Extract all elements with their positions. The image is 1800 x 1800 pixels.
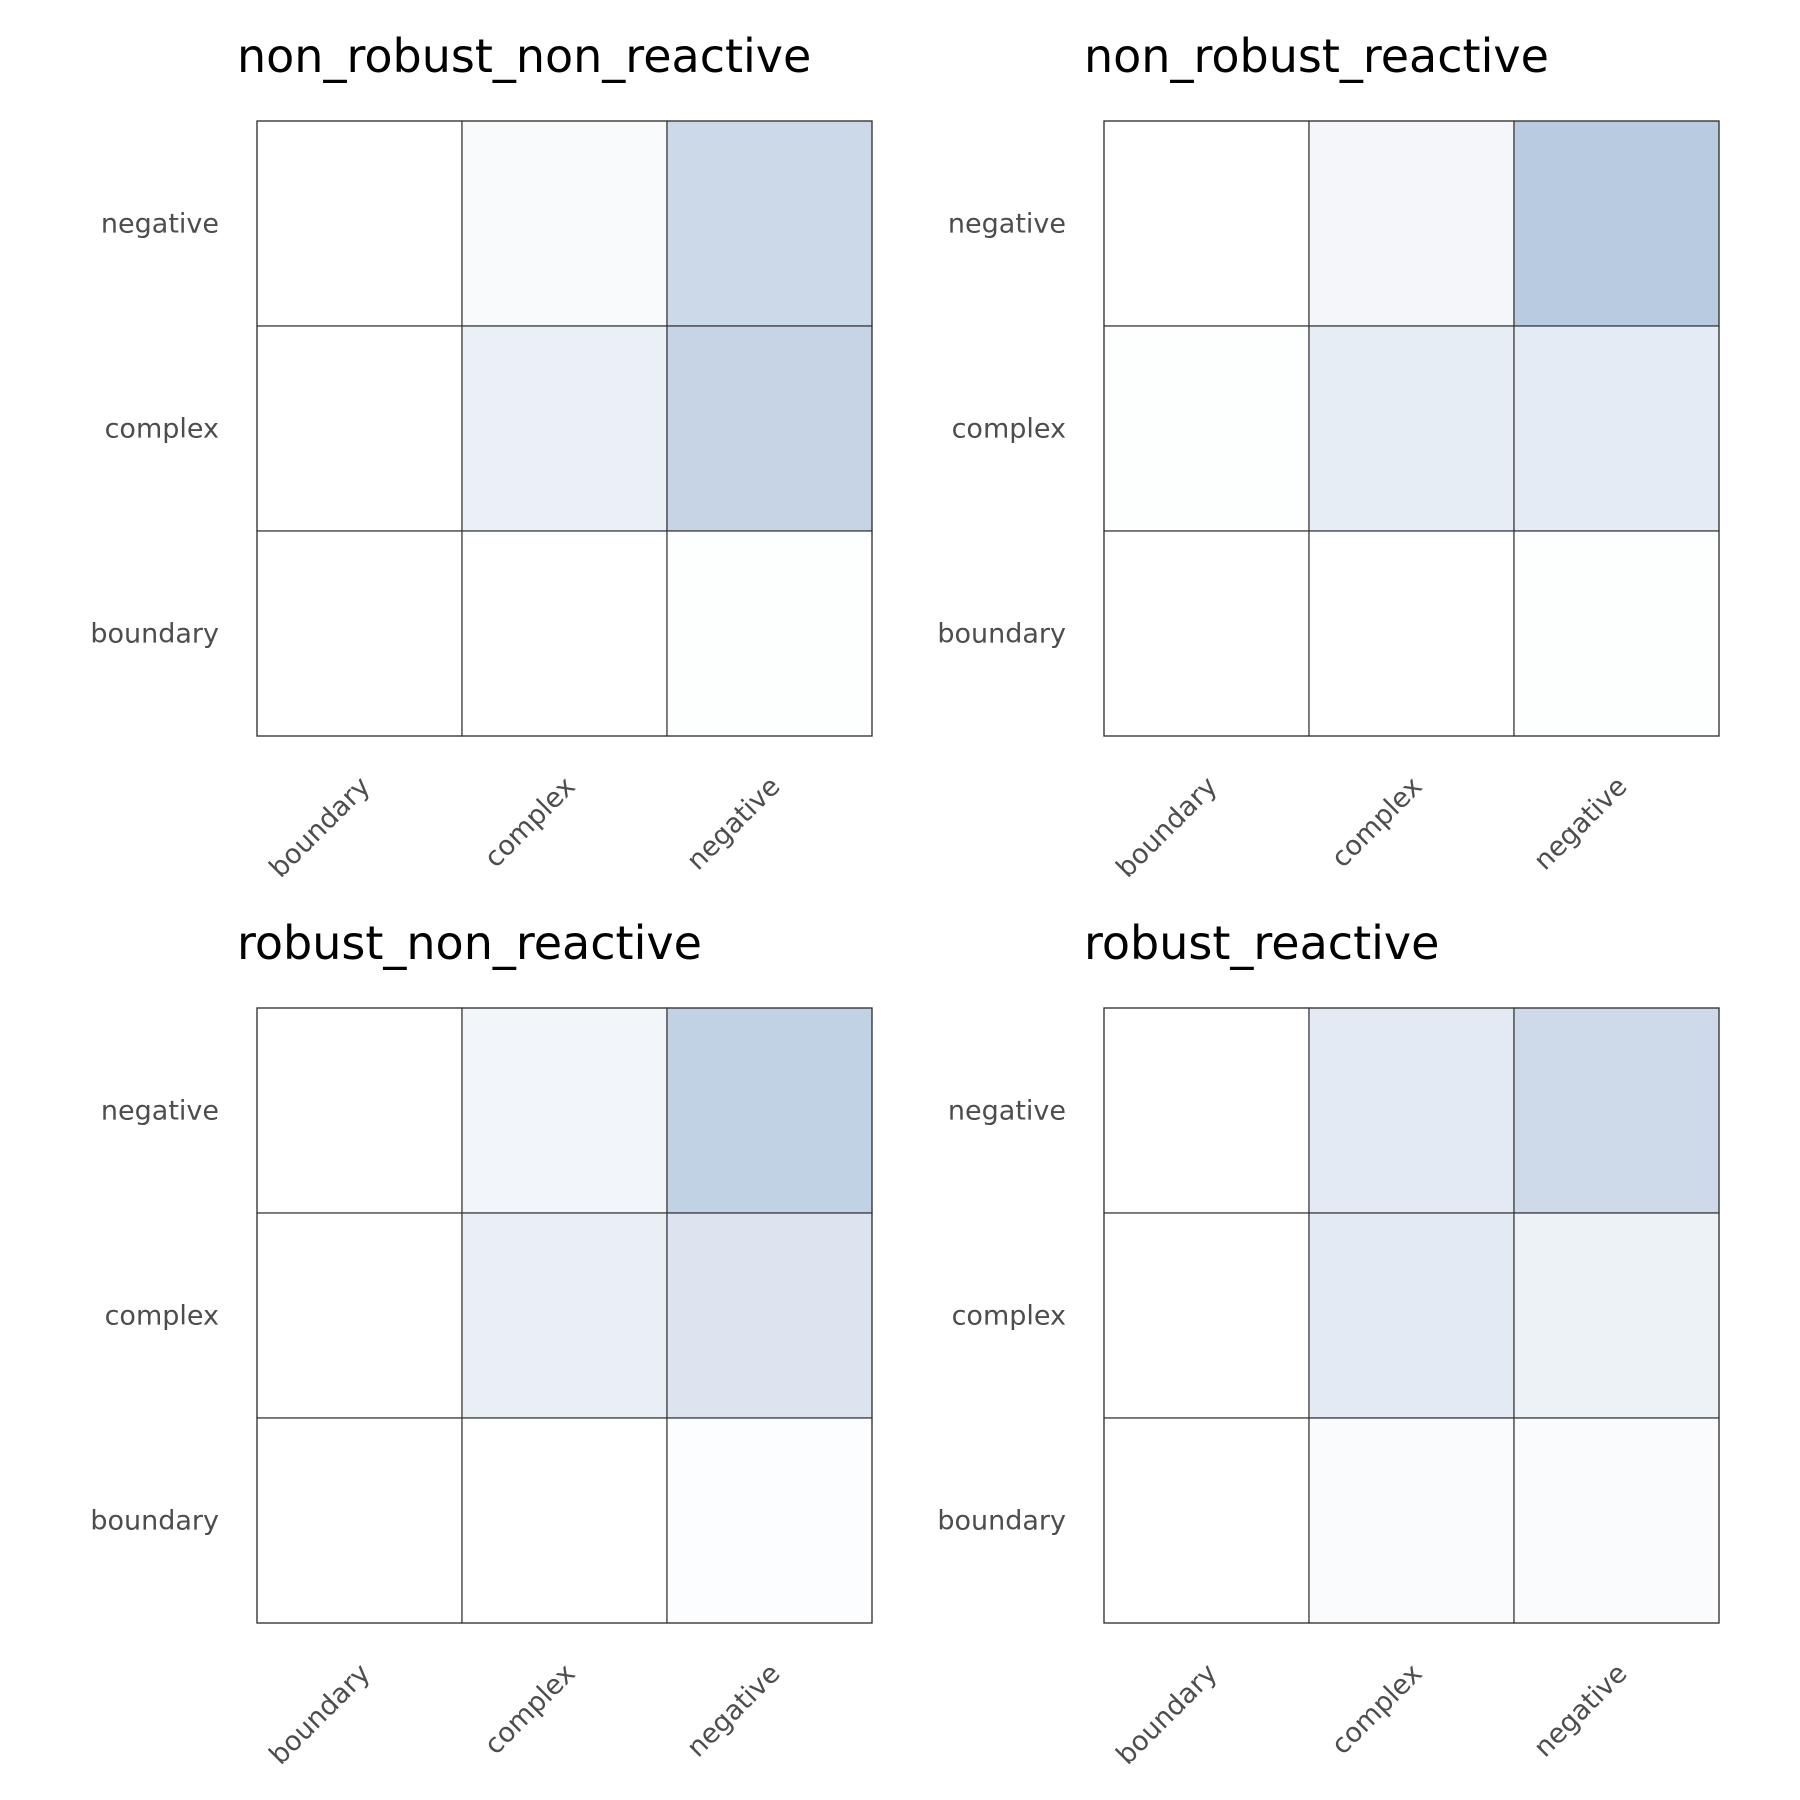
heatmap-cell bbox=[461, 1417, 668, 1624]
heatmap-cell bbox=[256, 1007, 463, 1214]
x-tick-label: negative bbox=[1528, 1658, 1633, 1763]
heatmap-frame bbox=[1103, 120, 1720, 737]
heatmap-cell bbox=[256, 530, 463, 737]
x-tick-label: complex bbox=[479, 1658, 582, 1761]
heatmap-cell bbox=[666, 1212, 873, 1419]
heatmap-panel: robust_non_reactive negative complex bounda… bbox=[90, 916, 873, 1771]
heatmap-cell bbox=[1103, 325, 1310, 532]
x-tick-label: complex bbox=[1326, 771, 1429, 874]
y-tick-label: boundary bbox=[90, 619, 219, 650]
heatmap-cell bbox=[1308, 530, 1515, 737]
heatmap-cell bbox=[666, 120, 873, 327]
y-tick-label: negative bbox=[948, 209, 1066, 240]
heatmap-cell bbox=[1308, 1212, 1515, 1419]
y-tick-label: negative bbox=[101, 1096, 219, 1127]
x-tick-label: boundary bbox=[1111, 1658, 1224, 1771]
x-tick-label: complex bbox=[479, 771, 582, 874]
heatmap-cell bbox=[1103, 1007, 1310, 1214]
heatmap-cell bbox=[666, 530, 873, 737]
y-tick-label: negative bbox=[948, 1096, 1066, 1127]
x-tick-label: negative bbox=[1528, 771, 1633, 876]
x-tick-label: boundary bbox=[264, 1658, 377, 1771]
heatmap-panel: non_robust_non_reactive negative complex bo… bbox=[90, 29, 873, 884]
heatmap-cell bbox=[1513, 325, 1720, 532]
x-tick-label: negative bbox=[681, 771, 786, 876]
heatmap-cell bbox=[461, 120, 668, 327]
heatmap-cell bbox=[1103, 1212, 1310, 1419]
heatmap-cell bbox=[1513, 1417, 1720, 1624]
heatmap-cell bbox=[1513, 530, 1720, 737]
heatmap-frame bbox=[256, 120, 873, 737]
y-tick-label: complex bbox=[952, 1301, 1066, 1332]
heatmap-cell bbox=[1513, 1007, 1720, 1214]
y-tick-label: complex bbox=[105, 414, 219, 445]
heatmap-cell bbox=[1513, 120, 1720, 327]
heatmap-cell bbox=[1513, 1212, 1720, 1419]
y-tick-label: complex bbox=[105, 1301, 219, 1332]
panel-title: robust_reactive bbox=[1084, 916, 1439, 970]
panel-title: non_robust_reactive bbox=[1084, 29, 1549, 83]
heatmap-cell bbox=[461, 530, 668, 737]
heatmap-cell bbox=[256, 1212, 463, 1419]
x-tick-label: boundary bbox=[1111, 771, 1224, 884]
y-tick-label: boundary bbox=[90, 1506, 219, 1537]
heatmap-panel: non_robust_reactive negative complex bounda… bbox=[937, 29, 1720, 884]
heatmap-cell bbox=[666, 1417, 873, 1624]
heatmap-cell bbox=[256, 120, 463, 327]
panel-title: robust_non_reactive bbox=[237, 916, 702, 970]
x-tick-label: negative bbox=[681, 1658, 786, 1763]
heatmap-cell bbox=[1308, 1007, 1515, 1214]
heatmap-cell bbox=[1308, 1417, 1515, 1624]
heatmap-cell bbox=[461, 1007, 668, 1214]
heatmap-cell bbox=[666, 325, 873, 532]
x-tick-label: complex bbox=[1326, 1658, 1429, 1761]
y-tick-label: boundary bbox=[937, 1506, 1066, 1537]
heatmap-cell bbox=[666, 1007, 873, 1214]
heatmap-cell bbox=[1103, 1417, 1310, 1624]
heatmap-cell bbox=[1103, 530, 1310, 737]
panel-title: non_robust_non_reactive bbox=[237, 29, 811, 83]
y-tick-label: boundary bbox=[937, 619, 1066, 650]
heatmap-cell bbox=[1103, 120, 1310, 327]
heatmap-frame bbox=[256, 1007, 873, 1624]
heatmap-cell bbox=[461, 325, 668, 532]
heatmap-cell bbox=[461, 1212, 668, 1419]
heatmap-frame bbox=[1103, 1007, 1720, 1624]
x-tick-label: boundary bbox=[264, 771, 377, 884]
heatmap-cell bbox=[256, 325, 463, 532]
y-tick-label: negative bbox=[101, 209, 219, 240]
heatmap-cell bbox=[256, 1417, 463, 1624]
heatmap-cell bbox=[1308, 325, 1515, 532]
y-tick-label: complex bbox=[952, 414, 1066, 445]
heatmap-cell bbox=[1308, 120, 1515, 327]
heatmap-panel: robust_reactive negative complex boundary bo… bbox=[937, 916, 1720, 1771]
